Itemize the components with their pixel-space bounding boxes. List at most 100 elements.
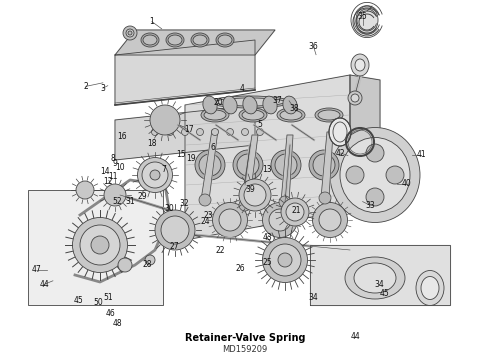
Ellipse shape (150, 170, 160, 180)
Text: 32: 32 (179, 199, 189, 208)
Ellipse shape (216, 33, 234, 47)
Text: 22: 22 (216, 246, 225, 255)
Text: 10: 10 (115, 163, 125, 172)
Text: 19: 19 (186, 154, 196, 163)
Text: 30: 30 (164, 204, 174, 213)
Text: 33: 33 (365, 201, 375, 210)
Ellipse shape (223, 96, 237, 114)
Ellipse shape (168, 35, 182, 45)
Ellipse shape (199, 154, 221, 176)
Ellipse shape (143, 35, 157, 45)
Ellipse shape (242, 129, 248, 135)
Ellipse shape (351, 94, 359, 102)
Text: 6: 6 (211, 143, 216, 152)
Ellipse shape (356, 6, 378, 34)
Ellipse shape (330, 127, 420, 222)
Ellipse shape (244, 184, 266, 206)
Ellipse shape (269, 244, 301, 276)
Ellipse shape (141, 33, 159, 47)
Ellipse shape (212, 129, 219, 135)
Text: 20: 20 (213, 98, 223, 107)
Text: 4: 4 (240, 84, 245, 93)
Text: 23: 23 (203, 211, 213, 220)
Text: 40: 40 (402, 179, 412, 188)
Ellipse shape (309, 150, 339, 180)
Ellipse shape (193, 35, 207, 45)
Ellipse shape (275, 154, 297, 176)
Text: 38: 38 (289, 104, 299, 112)
Ellipse shape (167, 129, 173, 135)
Ellipse shape (191, 33, 209, 47)
Polygon shape (185, 75, 350, 240)
Text: 26: 26 (235, 264, 245, 273)
Text: 2: 2 (83, 82, 88, 91)
Ellipse shape (351, 54, 369, 76)
Ellipse shape (313, 154, 335, 176)
Ellipse shape (277, 108, 305, 122)
Ellipse shape (218, 35, 232, 45)
Text: 45: 45 (380, 289, 390, 298)
Text: 29: 29 (137, 192, 147, 201)
Text: 44: 44 (39, 280, 49, 289)
Ellipse shape (278, 253, 292, 267)
Polygon shape (321, 132, 333, 198)
Ellipse shape (201, 108, 229, 122)
Polygon shape (310, 245, 450, 305)
Text: 31: 31 (125, 197, 135, 206)
Text: 37: 37 (272, 96, 282, 105)
Ellipse shape (210, 96, 290, 108)
Text: 51: 51 (103, 292, 113, 302)
Ellipse shape (315, 108, 343, 122)
Text: 25: 25 (262, 258, 272, 267)
Ellipse shape (161, 216, 189, 244)
Text: 46: 46 (105, 309, 115, 318)
Text: 1: 1 (149, 17, 154, 26)
Ellipse shape (155, 210, 195, 250)
Polygon shape (115, 105, 255, 160)
Text: 15: 15 (176, 150, 186, 159)
Text: 50: 50 (93, 298, 103, 307)
Ellipse shape (340, 138, 410, 212)
Ellipse shape (128, 31, 132, 35)
Ellipse shape (237, 154, 259, 176)
Ellipse shape (166, 33, 184, 47)
Polygon shape (350, 75, 380, 215)
Text: 52: 52 (113, 197, 122, 206)
Polygon shape (115, 30, 275, 55)
Text: 18: 18 (147, 139, 157, 148)
Ellipse shape (329, 118, 351, 146)
Ellipse shape (421, 276, 439, 300)
Text: 34: 34 (375, 280, 385, 289)
Ellipse shape (239, 179, 271, 211)
Ellipse shape (213, 202, 247, 238)
Text: 17: 17 (184, 125, 194, 134)
Text: 39: 39 (245, 184, 255, 194)
Ellipse shape (239, 108, 267, 122)
Text: MD159209: MD159209 (222, 346, 268, 355)
Ellipse shape (366, 188, 384, 206)
Ellipse shape (319, 209, 341, 231)
Ellipse shape (366, 144, 384, 162)
Ellipse shape (348, 91, 362, 105)
Polygon shape (115, 40, 255, 105)
Ellipse shape (269, 209, 291, 231)
Ellipse shape (181, 129, 189, 135)
Ellipse shape (263, 238, 308, 283)
Ellipse shape (73, 217, 127, 273)
Ellipse shape (215, 98, 285, 106)
Ellipse shape (76, 181, 94, 199)
Ellipse shape (142, 162, 168, 188)
Ellipse shape (256, 129, 264, 135)
Bar (28, 190, 163, 305)
Text: 21: 21 (292, 206, 301, 215)
Ellipse shape (416, 270, 444, 306)
Ellipse shape (263, 202, 297, 238)
Ellipse shape (242, 110, 264, 120)
Ellipse shape (279, 196, 291, 208)
Ellipse shape (386, 166, 404, 184)
Ellipse shape (243, 96, 257, 114)
Text: 14: 14 (100, 166, 110, 175)
Ellipse shape (280, 110, 302, 120)
Polygon shape (201, 130, 218, 200)
Text: 35: 35 (358, 12, 368, 21)
